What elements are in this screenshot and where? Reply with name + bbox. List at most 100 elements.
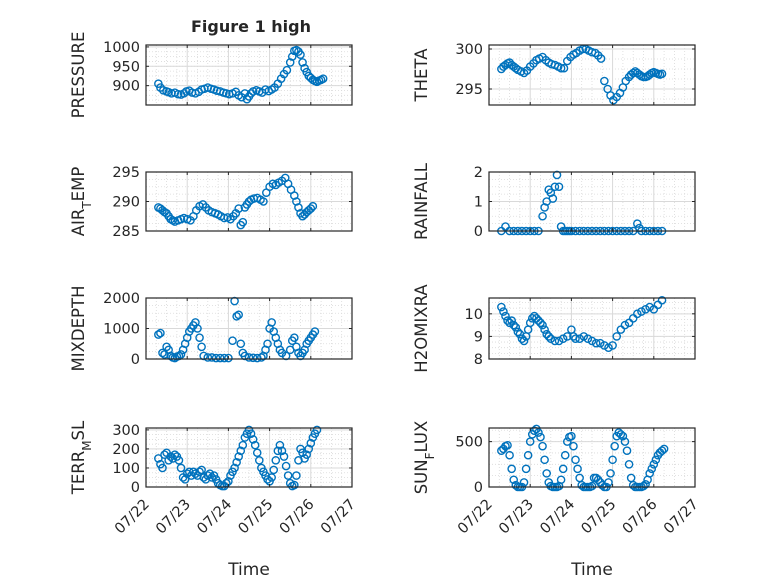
y-tick-label: 2 (474, 165, 483, 181)
data-point (173, 89, 183, 99)
ylabel-6: TERRMSL (69, 420, 94, 495)
y-tick-label: 950 (112, 59, 140, 75)
data-point (525, 318, 535, 328)
ylabel-5: H2OMIXRA (412, 284, 431, 373)
data-point (269, 465, 279, 475)
y-tick-label: 8 (474, 352, 483, 368)
data-point (298, 448, 307, 458)
data-point (318, 74, 328, 83)
data-point (250, 440, 260, 450)
data-point (236, 446, 246, 456)
data-point (645, 302, 654, 312)
data-point (501, 311, 510, 321)
data-point (310, 327, 320, 336)
data-point (511, 323, 521, 332)
data-point (620, 437, 630, 446)
data-point (604, 478, 613, 487)
data-point (641, 304, 650, 314)
y-tick-label: 1 (474, 195, 483, 211)
y-tick-label: 1000 (103, 322, 140, 338)
y-tick-label: 300 (455, 42, 483, 58)
data-point (203, 353, 213, 362)
axes-box-1 (488, 44, 696, 106)
data-point (596, 54, 606, 63)
data-point (238, 217, 248, 227)
data-point (618, 431, 628, 441)
data-point (519, 478, 529, 487)
data-point (505, 318, 514, 328)
data-point (267, 473, 276, 482)
data-point (306, 204, 316, 213)
data-point (158, 463, 167, 473)
data-point (211, 353, 221, 363)
data-point (575, 334, 584, 343)
y-tick-label: 100 (112, 461, 140, 477)
data-point (507, 316, 516, 325)
data-point (191, 469, 200, 478)
data-point (608, 341, 617, 350)
data-point (554, 182, 564, 192)
data-point (556, 475, 566, 485)
y-tick-label: 0 (474, 224, 483, 240)
y-tick-label: 295 (112, 165, 140, 181)
data-point (562, 437, 572, 446)
data-point (558, 464, 568, 474)
y-tick-label: 9 (474, 329, 483, 345)
data-point (219, 353, 229, 363)
data-point (608, 455, 617, 465)
data-point (587, 481, 597, 491)
data-point (219, 213, 229, 223)
data-point (550, 182, 560, 192)
data-point (215, 353, 225, 363)
data-point (156, 328, 165, 338)
data-point (176, 350, 186, 359)
ylabel-7: SUNFLUX (412, 421, 437, 495)
x-axis-label: Time (570, 560, 613, 580)
data-point (633, 219, 642, 228)
data-point (583, 334, 593, 343)
data-point (513, 327, 523, 337)
data-point (556, 63, 566, 73)
data-point (263, 339, 272, 349)
data-point (628, 68, 638, 78)
data-point (259, 197, 268, 206)
data-point (234, 452, 243, 461)
data-point (257, 353, 266, 362)
data-point (277, 446, 287, 456)
ylabel-1: THETA (412, 48, 431, 103)
y-tick-label: 500 (455, 435, 483, 451)
data-point (203, 471, 213, 480)
y-tick-label: 0 (131, 352, 140, 368)
data-point (637, 307, 646, 316)
data-point (170, 353, 180, 363)
data-point (554, 336, 564, 346)
data-point (230, 463, 239, 473)
data-point (193, 324, 202, 333)
x-tick-label: 07/23 (153, 497, 194, 538)
x-tick-label: 07/25 (579, 497, 620, 538)
y-tick-label: 290 (112, 195, 140, 211)
data-point (616, 430, 626, 439)
data-point (236, 339, 246, 349)
data-point (290, 480, 299, 490)
x-tick-label: 07/27 (318, 497, 359, 538)
y-tick-label: 900 (112, 79, 140, 95)
y-tick-label: 295 (455, 82, 483, 98)
data-point (639, 481, 648, 491)
data-point (238, 440, 248, 450)
data-point (519, 336, 529, 346)
data-point (552, 170, 562, 180)
y-tick-label: 300 (112, 423, 140, 439)
data-point (232, 311, 241, 321)
x-tick-label: 07/22 (112, 497, 153, 538)
y-tick-label: 0 (474, 480, 483, 496)
data-point (283, 471, 293, 480)
data-point (521, 464, 531, 474)
data-point (649, 460, 659, 469)
data-point (275, 440, 285, 450)
data-point (267, 318, 276, 327)
data-point (302, 450, 311, 459)
ylabel-4: MIXDEPTH (69, 286, 88, 372)
data-point (562, 332, 572, 341)
